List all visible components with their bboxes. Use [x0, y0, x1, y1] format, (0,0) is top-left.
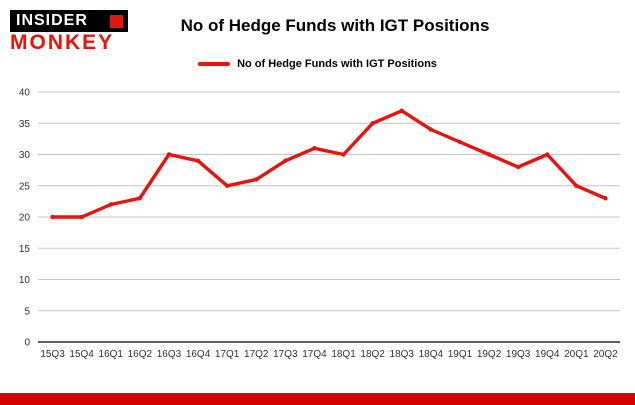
footer-bar: [0, 393, 635, 405]
svg-text:16Q2: 16Q2: [128, 349, 153, 360]
svg-text:20: 20: [19, 213, 31, 224]
svg-text:19Q3: 19Q3: [506, 349, 531, 360]
svg-text:15Q4: 15Q4: [69, 349, 94, 360]
svg-text:18Q1: 18Q1: [331, 349, 356, 360]
svg-text:18Q2: 18Q2: [360, 349, 385, 360]
svg-text:18Q4: 18Q4: [419, 349, 444, 360]
svg-text:17Q1: 17Q1: [215, 349, 240, 360]
logo-bottom-row: MONKEY: [10, 32, 128, 53]
svg-text:40: 40: [19, 88, 31, 99]
svg-text:15Q3: 15Q3: [40, 349, 65, 360]
svg-text:17Q4: 17Q4: [302, 349, 327, 360]
svg-text:25: 25: [19, 181, 31, 192]
svg-text:18Q3: 18Q3: [390, 349, 415, 360]
svg-text:20Q2: 20Q2: [593, 349, 618, 360]
svg-text:16Q1: 16Q1: [99, 349, 124, 360]
svg-text:16Q3: 16Q3: [157, 349, 182, 360]
logo-word-monkey: MONKEY: [10, 31, 115, 54]
svg-text:17Q2: 17Q2: [244, 349, 269, 360]
svg-text:5: 5: [24, 306, 30, 317]
page-title: No of Hedge Funds with IGT Positions: [180, 16, 490, 35]
svg-text:19Q2: 19Q2: [477, 349, 502, 360]
logo-top-row: INSIDER: [10, 10, 128, 32]
svg-text:19Q1: 19Q1: [448, 349, 473, 360]
line-chart: 0 5 10 15 20 25 30 35 40 15Q3 15Q4 16Q1 16Q2 16Q3 16Q4…: [19, 88, 620, 360]
chart-area: 0 5 10 15 20 25 30 35 40 15Q3 15Q4 16Q1 16Q2 16Q3 16Q4…: [0, 80, 635, 380]
svg-text:17Q3: 17Q3: [273, 349, 298, 360]
legend-line-swatch: [198, 62, 231, 66]
svg-text:20Q1: 20Q1: [564, 349, 589, 360]
svg-text:10: 10: [19, 275, 31, 286]
svg-text:0: 0: [24, 338, 30, 349]
monkey-icon: [110, 14, 123, 28]
svg-text:15: 15: [19, 244, 31, 255]
legend: No of Hedge Funds with IGT Positions: [0, 58, 635, 70]
svg-text:19Q4: 19Q4: [535, 349, 560, 360]
insider-monkey-logo: INSIDER MONKEY: [10, 10, 128, 53]
svg-text:30: 30: [19, 150, 31, 161]
legend-label: No of Hedge Funds with IGT Positions: [237, 58, 437, 70]
logo-word-insider: INSIDER: [16, 12, 88, 29]
svg-text:16Q4: 16Q4: [186, 349, 211, 360]
svg-text:35: 35: [19, 119, 31, 130]
